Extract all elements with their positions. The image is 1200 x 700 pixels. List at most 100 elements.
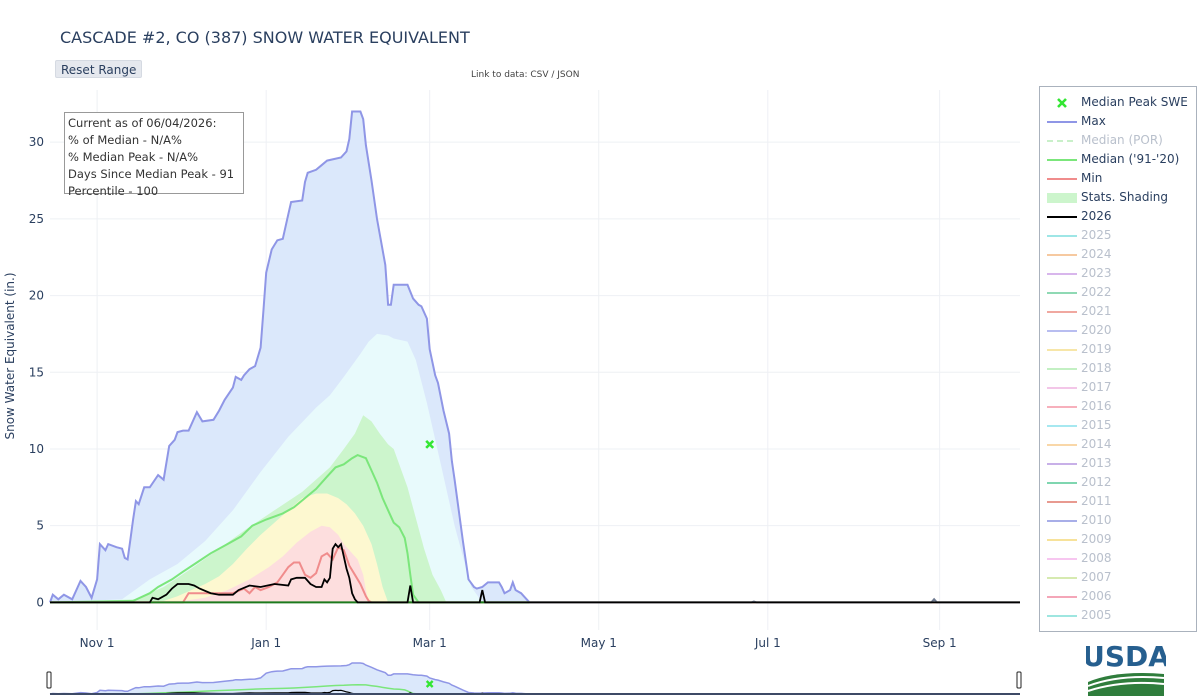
legend-swatch-icon — [1047, 463, 1077, 465]
y-tick-label: 30 — [29, 135, 44, 149]
x-tick-label: Mar 1 — [413, 636, 447, 650]
legend-item[interactable]: 2005 — [1040, 606, 1196, 625]
legend-item[interactable]: 2012 — [1040, 473, 1196, 492]
legend-swatch-icon — [1047, 387, 1077, 389]
legend-label: 2019 — [1081, 342, 1112, 356]
legend-swatch-icon — [1057, 98, 1067, 108]
legend-label: 2024 — [1081, 247, 1112, 261]
usda-logo: USDA — [1086, 640, 1166, 696]
usda-logo-text: USDA — [1086, 640, 1166, 673]
legend-swatch-icon — [1047, 615, 1077, 617]
legend-item[interactable]: Median Peak SWE — [1040, 93, 1196, 112]
x-tick-label: May 1 — [581, 636, 617, 650]
legend-label: Min — [1081, 171, 1103, 185]
legend-item[interactable]: 2013 — [1040, 454, 1196, 473]
slider-handle-left[interactable] — [46, 671, 52, 689]
data-link[interactable]: Link to data: CSV / JSON — [471, 70, 580, 80]
legend-item[interactable]: 2008 — [1040, 549, 1196, 568]
legend-label: 2020 — [1081, 323, 1112, 337]
slider-handle-right[interactable] — [1016, 671, 1022, 689]
y-tick-label: 5 — [36, 519, 44, 533]
legend-swatch-icon — [1047, 596, 1077, 598]
status-days-since-peak: Days Since Median Peak - 91 — [68, 167, 235, 181]
legend-item[interactable]: 2020 — [1040, 321, 1196, 340]
y-tick-label: 0 — [36, 595, 44, 609]
legend-swatch-icon — [1047, 349, 1077, 351]
legend-swatch-icon — [1047, 558, 1077, 560]
legend-item[interactable]: 2006 — [1040, 587, 1196, 606]
legend-label: 2012 — [1081, 475, 1112, 489]
status-box: Current as of 06/04/2026: % of Median - … — [64, 112, 244, 198]
reset-range-button[interactable]: Reset Range — [55, 60, 143, 78]
range-slider[interactable] — [46, 662, 1022, 695]
legend-item[interactable]: Stats. Shading — [1040, 188, 1196, 207]
legend-item[interactable]: 2021 — [1040, 302, 1196, 321]
legend-item[interactable]: 2007 — [1040, 568, 1196, 587]
status-current-as-of: Current as of 06/04/2026: — [68, 116, 217, 130]
legend-label: 2023 — [1081, 266, 1112, 280]
legend-item[interactable]: 2016 — [1040, 397, 1196, 416]
legend-item[interactable]: 2026 — [1040, 207, 1196, 226]
legend-label: 2022 — [1081, 285, 1112, 299]
legend-item[interactable]: 2009 — [1040, 530, 1196, 549]
legend-label: 2005 — [1081, 608, 1112, 622]
y-tick-label: 20 — [29, 289, 44, 303]
legend-label: Median (POR) — [1081, 133, 1163, 147]
legend-box-icon — [1047, 193, 1077, 203]
legend-item[interactable]: 2014 — [1040, 435, 1196, 454]
legend-label: 2016 — [1081, 399, 1112, 413]
usda-logo-stripe-icon — [1087, 676, 1165, 687]
legend-label: Max — [1081, 114, 1106, 128]
legend-swatch-icon — [1047, 193, 1077, 203]
band-low — [50, 525, 1020, 603]
legend-swatch-icon — [1047, 292, 1077, 294]
legend-item[interactable]: Median (POR) — [1040, 131, 1196, 150]
legend-swatch-icon — [1047, 539, 1077, 541]
legend-item[interactable]: 2022 — [1040, 283, 1196, 302]
legend-label: 2011 — [1081, 494, 1112, 508]
y-tick-label: 25 — [29, 212, 44, 226]
legend-swatch-icon — [1047, 482, 1077, 484]
legend-item[interactable]: 2024 — [1040, 245, 1196, 264]
legend-swatch-icon — [1047, 520, 1077, 522]
x-tick-label: Nov 1 — [80, 636, 115, 650]
chart-lines — [49, 110, 1020, 604]
legend-swatch-icon — [1047, 444, 1077, 446]
legend-item[interactable]: Max — [1040, 112, 1196, 131]
legend-swatch-icon — [1047, 577, 1077, 579]
legend-item[interactable]: 2019 — [1040, 340, 1196, 359]
legend-swatch-icon — [1047, 140, 1077, 142]
x-tick-label: Jul 1 — [754, 636, 781, 650]
legend-swatch-icon — [1047, 235, 1077, 237]
legend-label: 2009 — [1081, 532, 1112, 546]
legend-label: 2008 — [1081, 551, 1112, 565]
legend-item[interactable]: 2025 — [1040, 226, 1196, 245]
legend-item[interactable]: 2023 — [1040, 264, 1196, 283]
slider-max-line — [49, 662, 1020, 695]
slider-max-area — [50, 663, 1020, 694]
status-pct-median: % of Median - N/A% — [68, 133, 182, 147]
legend-label: 2018 — [1081, 361, 1112, 375]
legend-item[interactable]: 2015 — [1040, 416, 1196, 435]
status-percentile: Percentile - 100 — [68, 184, 159, 198]
legend-swatch-icon — [1047, 254, 1077, 256]
legend-label: 2015 — [1081, 418, 1112, 432]
legend-item[interactable]: 2018 — [1040, 359, 1196, 378]
legend-label: 2026 — [1081, 209, 1112, 223]
legend-swatch-icon — [1047, 216, 1077, 218]
slider-median-line — [49, 683, 1020, 695]
legend-label: 2025 — [1081, 228, 1112, 242]
legend-item[interactable]: 2010 — [1040, 511, 1196, 530]
legend-item[interactable]: Median ('91-'20) — [1040, 150, 1196, 169]
axis-ticks: 0 5 10 15 20 25 30 Nov 1 Jan 1 Mar 1 May 1 Jul 1 Sep… — [29, 135, 957, 650]
median-line — [49, 454, 1020, 604]
legend-label: 2021 — [1081, 304, 1112, 318]
legend-item[interactable]: 2017 — [1040, 378, 1196, 397]
legend-label: 2007 — [1081, 570, 1112, 584]
legend-label: 2017 — [1081, 380, 1112, 394]
legend-swatch-icon — [1047, 330, 1077, 332]
legend-item[interactable]: 2011 — [1040, 492, 1196, 511]
legend-swatch-icon — [1047, 121, 1077, 123]
legend-item[interactable]: Min — [1040, 169, 1196, 188]
